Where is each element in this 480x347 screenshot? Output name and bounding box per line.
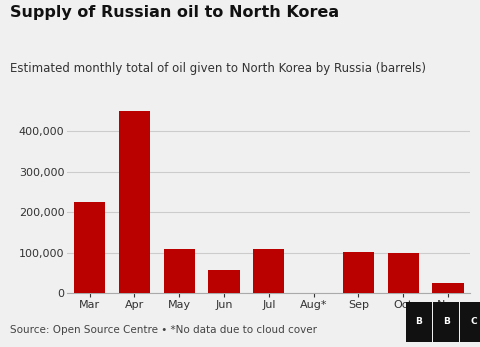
Bar — [74, 202, 105, 293]
Bar — [164, 249, 195, 293]
Bar — [208, 270, 240, 293]
Text: Source: Open Source Centre • *No data due to cloud cover: Source: Open Source Centre • *No data du… — [10, 325, 317, 335]
Text: Supply of Russian oil to North Korea: Supply of Russian oil to North Korea — [10, 5, 339, 20]
Bar — [387, 253, 419, 293]
Bar — [432, 283, 464, 293]
Bar — [343, 252, 374, 293]
Text: B: B — [415, 318, 422, 327]
Text: B: B — [443, 318, 450, 327]
Text: Estimated monthly total of oil given to North Korea by Russia (barrels): Estimated monthly total of oil given to … — [10, 62, 426, 75]
Bar — [119, 111, 150, 293]
Bar — [253, 249, 285, 293]
Text: C: C — [470, 318, 477, 327]
